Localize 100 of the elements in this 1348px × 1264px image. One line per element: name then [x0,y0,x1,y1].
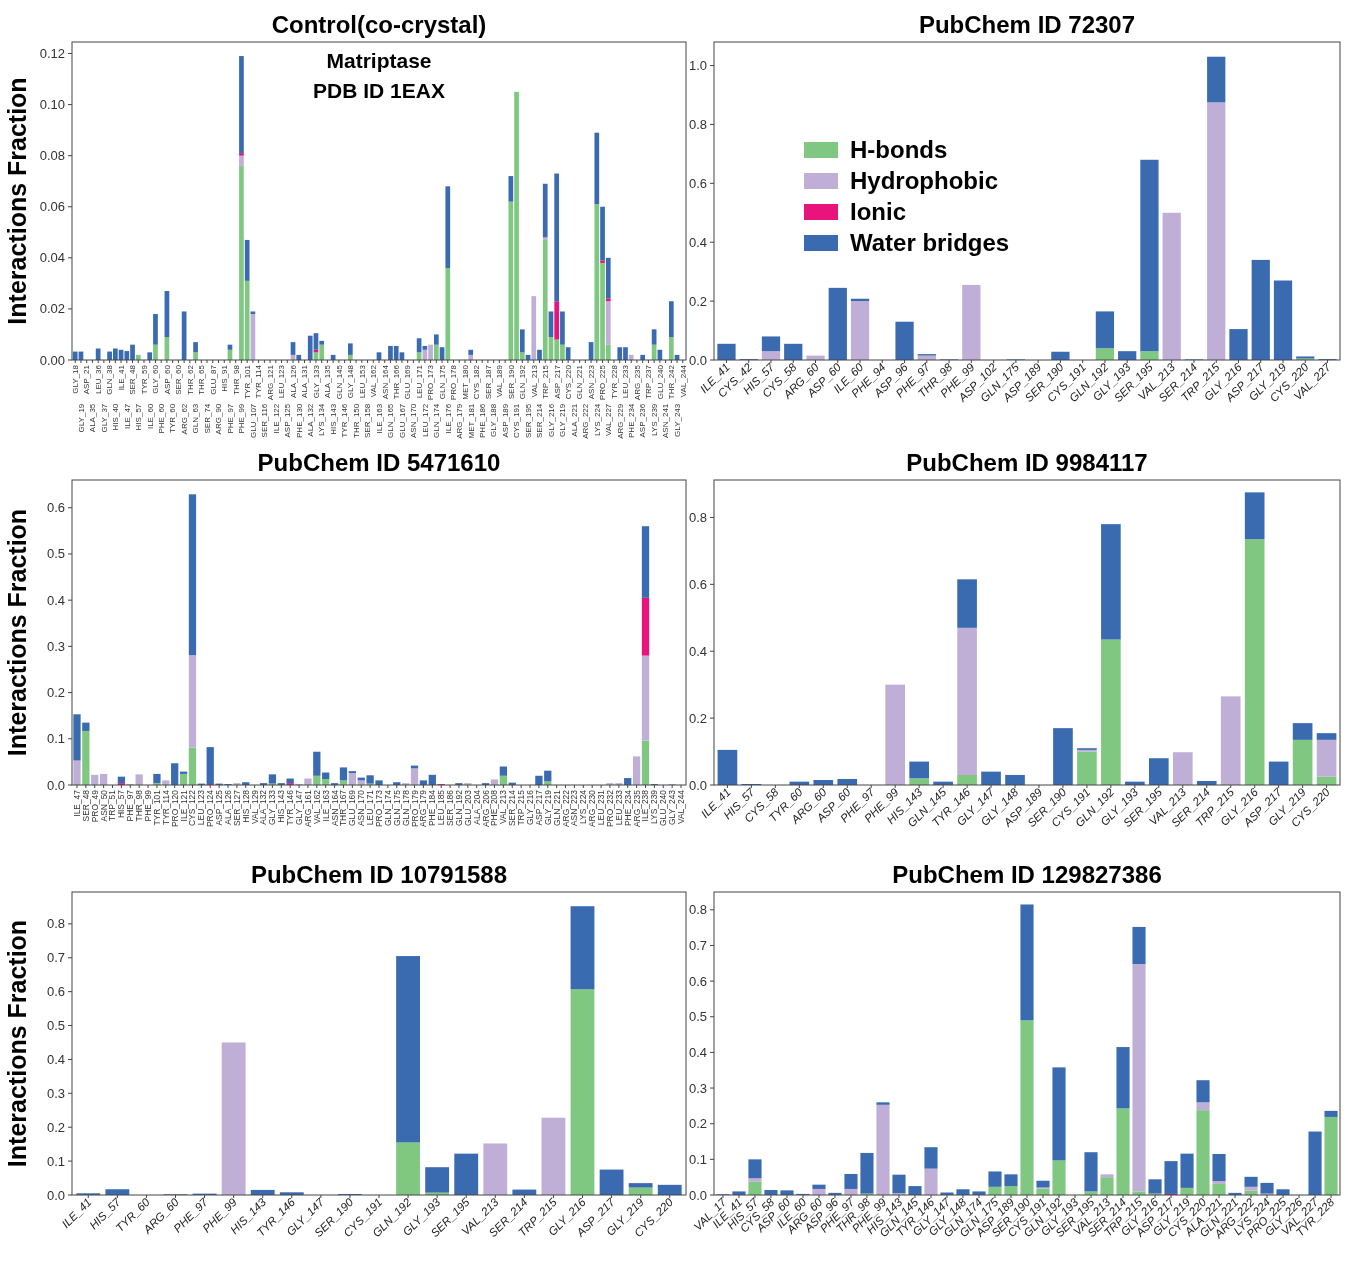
x-tick-label: LEU_233 [621,364,631,399]
x-tick-label: ASN_164 [329,789,340,827]
x-tick-label: ARG_121 [265,364,275,401]
x-tick-label: PRO_173 [426,364,436,401]
x-tick-label: LEU_172 [420,403,430,438]
x-tick-label: GLN_221 [575,364,585,400]
y-tick-label: 0.8 [688,510,707,526]
x-tick-label: ARG_62 [179,403,189,435]
y-tick-label: 0.8 [688,116,707,132]
y-tick-label: 0.4 [46,1051,65,1067]
y-tick-label: 0.04 [39,250,65,266]
x-tick-label: LYS_239 [649,403,659,437]
x-tick-label: LEU_171 [365,789,376,826]
x-tick-label: TYR_114 [254,364,264,399]
x-tick-label: ARG_230 [587,789,598,827]
x-tick-label: ASN_164 [380,364,390,400]
x-tick-label: PHE_186 [477,403,487,438]
y-tick-label: 0.6 [688,973,707,989]
y-tick-label: 0.0 [46,1187,65,1203]
x-tick-label: LEU_185 [436,789,447,826]
x-tick-label: HIS_143 [276,789,287,823]
x-tick-label: ASP_217 [533,789,544,826]
x-tick-label: THR_98 [134,789,145,822]
chart-title: PubChem ID 5471610 [257,449,501,476]
y-axis-title: Interactions Fraction [3,508,31,757]
x-tick-label: GLY_133 [311,364,321,399]
legend-label: Water bridges [850,229,1010,257]
x-tick-label: TYR_101 [151,789,162,826]
y-tick-label: 1.0 [688,58,707,74]
x-tick-label: GLU_203 [462,789,473,827]
y-tick-label: 0.2 [688,1116,707,1132]
x-tick-label: TYR_101 [242,364,252,399]
x-tick-label: TRP_237 [644,364,654,399]
x-tick-label: SER_214 [535,403,545,438]
x-tick-label: ALA_131 [300,364,310,398]
y-tick-label: 0.0 [688,777,707,793]
x-tick-label: LEU_36 [93,364,103,394]
x-tick-label: VAL_227 [604,403,614,437]
x-tick-label: GLY_216 [524,789,535,825]
x-tick-label: GLY_216 [546,403,556,437]
x-tick-label: ILE_122 [271,403,281,434]
x-tick-label: THR_150 [351,403,361,438]
x-tick-label: PRO_179 [409,789,420,827]
x-tick-label: GLU_169 [403,364,413,400]
x-tick-label: PHE_130 [294,403,304,438]
x-tick-label: GLU_87 [208,364,218,395]
x-tick-label: ARG_179 [418,789,429,827]
y-tick-label: 0.1 [688,1151,707,1167]
y-tick-label: 0.4 [688,1044,707,1060]
y-tick-label: 0.1 [46,731,65,747]
x-tick-label: GLU_240 [658,789,669,827]
chart-title: Control(co-crystal) [271,11,487,38]
x-tick-label: ASN_223 [569,789,580,827]
x-tick-label: GLY_60 [151,364,161,394]
x-tick-label: ARG_229 [615,403,625,439]
x-tick-label: CYS_182 [472,364,482,400]
chart-title: PubChem ID 9984117 [906,449,1148,476]
x-tick-label: TRP_215 [516,789,527,826]
x-tick-label: LYS_239 [649,789,660,825]
x-tick-label: HIS_57 [116,789,127,819]
x-tick-label: PRO_124 [205,789,216,827]
x-tick-label: SER_214 [507,789,518,827]
x-tick-label: ARG_222 [581,403,591,439]
x-tick-label: ASN_50 [98,789,109,822]
x-tick-label: ALA_126 [288,364,298,398]
x-tick-label: ILE_41 [116,364,126,391]
x-tick-label: ASN_223 [586,364,596,400]
x-tick-label: TRP_215 [541,364,551,399]
legend-label: Hydrophobic [850,167,998,195]
y-tick-label: 0.8 [688,902,707,918]
x-tick-label: ALA_132 [306,403,316,437]
x-tick-label: HIS_143 [328,403,338,435]
x-tick-label: PHE_234 [627,403,636,438]
x-tick-label: PRO_173 [373,789,384,827]
x-tick-label: GLU_107 [248,403,258,438]
y-tick-label: 0.6 [688,175,707,191]
x-tick-label: VAL_189 [495,364,505,398]
x-tick-label: ASN_170 [356,789,367,827]
x-tick-label: ALA_132 [258,789,269,825]
x-tick-label: ILE_47 [122,403,132,430]
x-tick-label: ILE_163 [320,789,331,822]
x-tick-label: PHE_60 [156,403,166,434]
chart-title: PubChem ID 72307 [918,11,1136,38]
x-tick-label: LYS_134 [317,403,327,437]
x-tick-label: GLN_145 [334,364,344,400]
x-tick-label: TYR_228 [609,364,619,399]
y-tick-label: 0.10 [39,97,65,113]
x-tick-label: VAL_129 [249,789,260,825]
x-tick-label: CYS_191 [512,403,522,438]
x-tick-label: ASN_170 [409,403,419,438]
x-tick-label: LEU_123 [196,789,207,826]
x-tick-label: ALA_126 [222,789,233,825]
x-tick-label: GLN_174 [382,789,393,827]
x-tick-label: ARG_206 [480,789,491,827]
x-tick-label: GLY_219 [558,403,568,437]
x-tick-label: GLN_165 [386,403,396,438]
x-tick-label: HIS_128 [240,789,251,823]
x-tick-label: TRP_51 [107,789,118,821]
x-tick-label: PRO_225 [598,364,608,401]
y-tick-label: 0.7 [688,938,707,954]
